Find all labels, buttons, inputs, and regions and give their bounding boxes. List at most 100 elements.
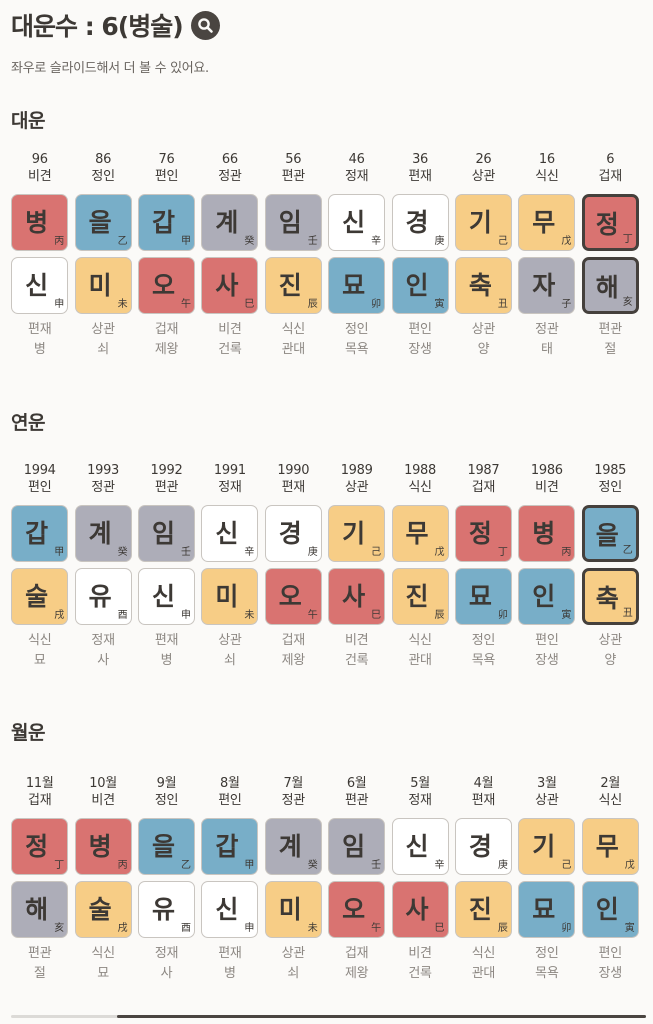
pillar-column[interactable]: 36 편재 경 庚 인 寅 편인 장생 — [388, 151, 451, 360]
search-button[interactable] — [190, 10, 220, 40]
pillar-column[interactable]: 1989 상관 기 己 사 巳 비견 건록 — [325, 462, 388, 671]
pillar-column[interactable]: 46 정재 신 辛 묘 卯 정인 목욕 — [325, 151, 388, 360]
branch-hanja: 申 — [54, 299, 65, 310]
pillar-column[interactable]: 56 편관 임 壬 진 辰 식신 관대 — [262, 151, 325, 360]
pillar-column[interactable]: 1986 비견 병 丙 인 寅 편인 장생 — [515, 462, 578, 671]
pillar-column[interactable]: 10월 비견 병 丙 술 戌 식신 묘 — [71, 775, 134, 984]
pillar-column[interactable]: 26 상관 기 己 축 丑 상관 양 — [452, 151, 515, 360]
pillar-column[interactable]: 1988 식신 무 戊 진 辰 식신 관대 — [388, 462, 451, 671]
pillar-column[interactable]: 2월 식신 무 戊 인 寅 편인 장생 — [579, 775, 642, 984]
pillar-column[interactable]: 86 정인 을 乙 미 未 상관 쇠 — [71, 151, 134, 360]
pillar-column[interactable]: 1991 정재 신 辛 미 未 상관 쇠 — [198, 462, 261, 671]
pillar-column[interactable]: 4월 편재 경 庚 진 辰 식신 관대 — [452, 775, 515, 984]
pillar-column[interactable]: 8월 편인 갑 甲 신 申 편재 병 — [198, 775, 261, 984]
pillar-column[interactable]: 1985 정인 을 乙 축 丑 상관 양 — [579, 462, 642, 671]
pillar-column[interactable]: 6월 편관 임 壬 오 午 겁재 제왕 — [325, 775, 388, 984]
yeonun-grid[interactable]: 1994 편인 갑 甲 술 戌 식신 묘 1993 정관 계 癸 유 酉 정재 사 1992 편관 임 壬 신 申 편재 병 1… — [8, 462, 642, 671]
pillar-column[interactable]: 1993 정관 계 癸 유 酉 정재 사 — [71, 462, 134, 671]
pillar-column[interactable]: 1994 편인 갑 甲 술 戌 식신 묘 — [8, 462, 71, 671]
pillar-column[interactable]: 66 정관 계 癸 사 巳 비견 건록 — [198, 151, 261, 360]
life-stage: 건록 — [218, 342, 242, 357]
pillar-column[interactable]: 1992 편관 임 壬 신 申 편재 병 — [135, 462, 198, 671]
stem-hanja: 辛 — [434, 860, 445, 871]
pillar-column[interactable]: 96 비견 병 丙 신 申 편재 병 — [8, 151, 71, 360]
pillar-column[interactable]: 11월 겁재 정 丁 해 亥 편관 절 — [8, 775, 71, 984]
pillar-column[interactable]: 16 식신 무 戊 자 子 정관 태 — [515, 151, 578, 360]
horizontal-scrollbar-track[interactable] — [11, 1015, 646, 1018]
pillar-column[interactable]: 5월 정재 신 辛 사 巳 비견 건록 — [388, 775, 451, 984]
branch-korean: 진 — [405, 582, 429, 611]
horizontal-scrollbar-thumb[interactable] — [117, 1015, 646, 1018]
wolun-grid[interactable]: 11월 겁재 정 丁 해 亥 편관 절 10월 비견 병 丙 술 戌 식신 묘 9월 정인 을 乙 유 酉 정재 사 8월 편인 갑… — [8, 775, 642, 984]
pillar-column[interactable]: 6 겁재 정 丁 해 亥 편관 절 — [579, 151, 642, 360]
pillar-column[interactable]: 76 편인 갑 甲 오 午 겁재 제왕 — [135, 151, 198, 360]
daeun-grid[interactable]: 96 비견 병 丙 신 申 편재 병 86 정인 을 乙 미 未 상관 쇠 76 편인 갑 甲 오 午 겁재 제왕 66 정관 계 癸… — [8, 151, 642, 360]
pillar-column[interactable]: 9월 정인 을 乙 유 酉 정재 사 — [135, 775, 198, 984]
pillar-column[interactable]: 1987 겁재 정 丁 묘 卯 정인 목욕 — [452, 462, 515, 671]
pillar-column[interactable]: 7월 정관 계 癸 미 未 상관 쇠 — [262, 775, 325, 984]
pillar-column[interactable]: 1990 편재 경 庚 오 午 겁재 제왕 — [262, 462, 325, 671]
pillar-column[interactable]: 3월 상관 기 己 묘 卯 정인 목욕 — [515, 775, 578, 984]
